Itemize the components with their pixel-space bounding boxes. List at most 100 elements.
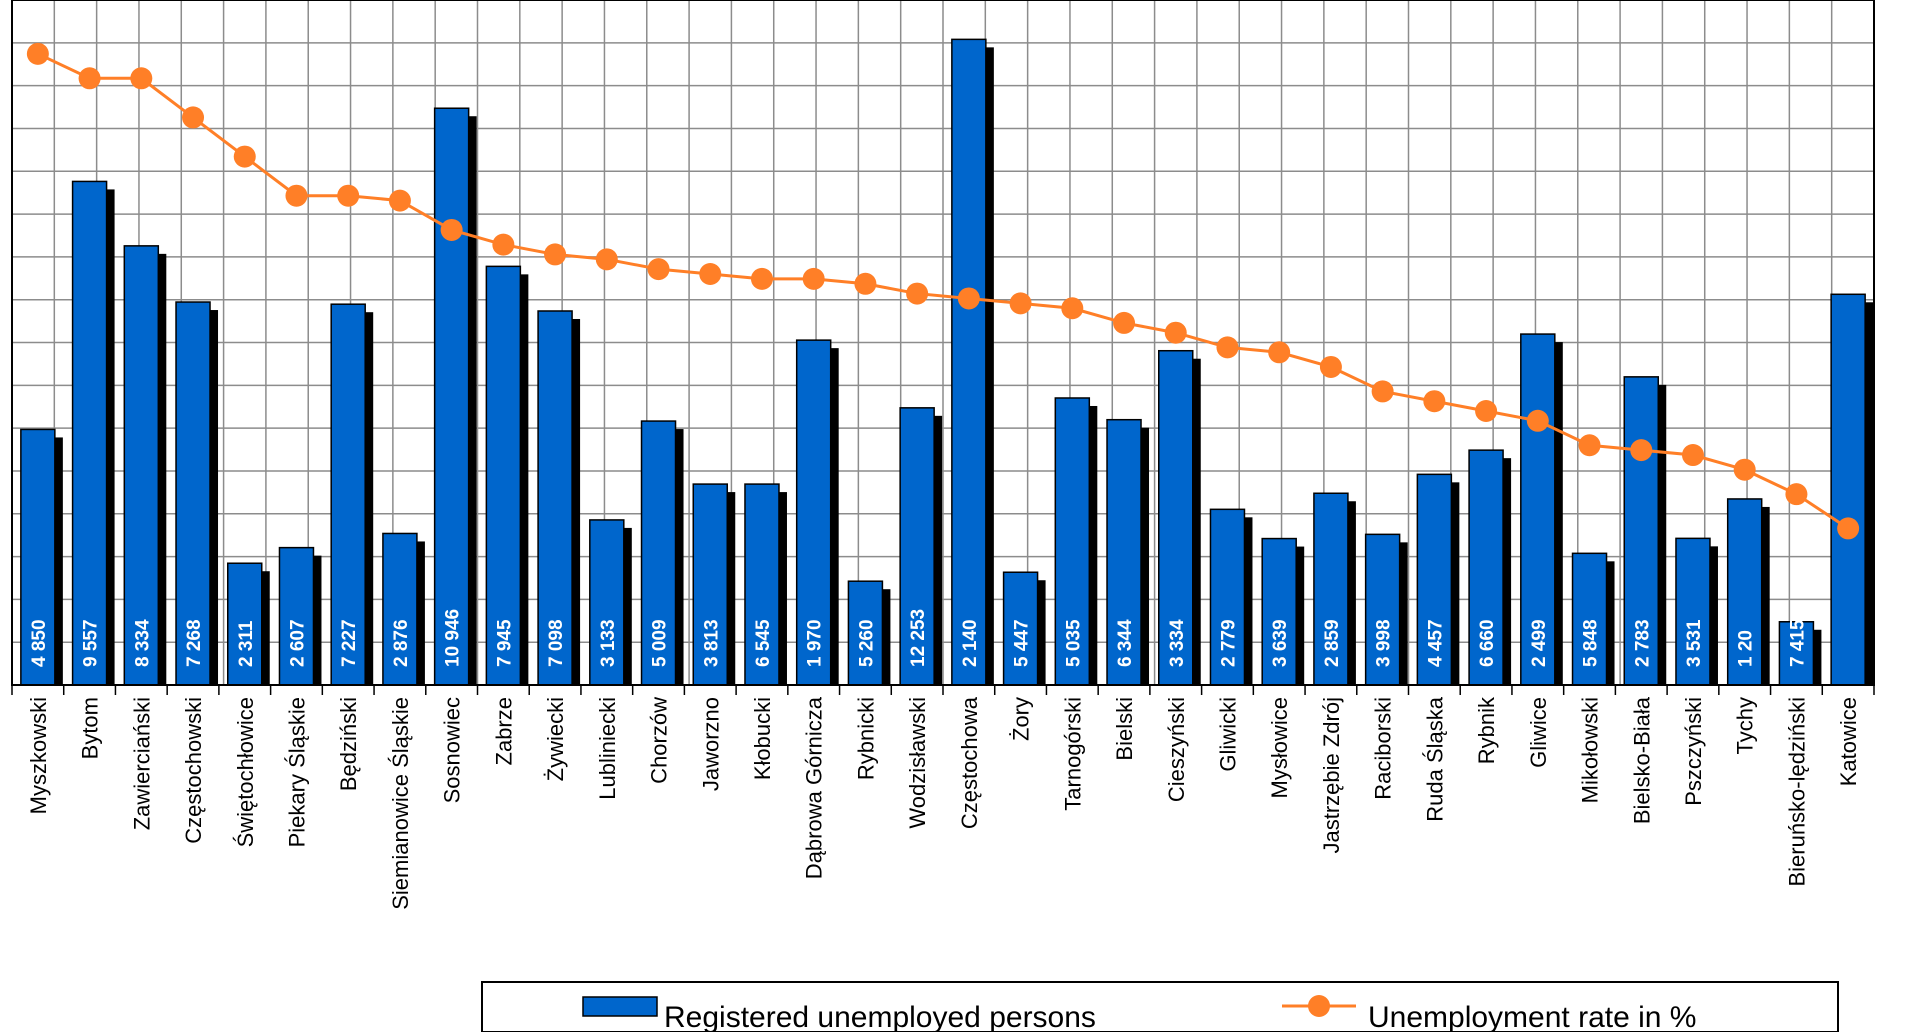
rate-point (1423, 390, 1446, 413)
legend-label-bar: Registered unemployed persons (664, 1001, 1096, 1032)
rate-point (906, 282, 929, 305)
category-label: Bieruńsko-lędziński (1784, 697, 1809, 887)
bar-value-label: 10 946 (443, 609, 464, 667)
bar (330, 303, 366, 686)
category-label: Żory (1009, 697, 1034, 741)
bar-value-label: 2 140 (960, 619, 981, 667)
rate-point (750, 267, 773, 290)
bar (1106, 418, 1142, 686)
bar-value-label: 6 344 (1115, 619, 1136, 667)
bar-value-label: 12 253 (908, 609, 929, 667)
bar-value-label: 3 531 (1684, 619, 1705, 667)
category-label: Wodzisławski (905, 697, 930, 829)
bar (1468, 449, 1504, 686)
category-label: Lubliniecki (595, 697, 620, 800)
category-label: Bytom (78, 697, 103, 759)
bar (1158, 349, 1194, 686)
rate-point (1164, 321, 1187, 344)
category-label: Katowice (1836, 697, 1861, 786)
bar-value-label: 1 970 (805, 619, 826, 667)
rate-point (1578, 434, 1601, 457)
bar (1261, 537, 1297, 686)
rate-point (233, 145, 256, 168)
bar-value-label: 2 859 (1322, 619, 1343, 667)
rate-point (957, 287, 980, 310)
bar (1830, 293, 1866, 686)
bar-value-label: 4 457 (1425, 619, 1446, 667)
bar-value-label: 2 876 (391, 619, 412, 667)
bar-value-label: 6 545 (753, 619, 774, 667)
category-label: Gliwice (1526, 697, 1551, 768)
rate-point (388, 189, 411, 212)
category-label: Pszczyński (1681, 697, 1706, 806)
rate-point (854, 272, 877, 295)
rate-point (647, 258, 670, 281)
rate-point (182, 106, 205, 129)
bar (1778, 621, 1815, 686)
rate-point (492, 233, 515, 256)
bar (175, 301, 211, 686)
rate-point (1009, 292, 1032, 315)
rate-point (544, 243, 567, 266)
x-axis-ticks (11, 685, 1875, 695)
rate-point (1630, 439, 1653, 462)
rate-line-series (26, 42, 1860, 540)
bar-value-label: 7 098 (546, 619, 567, 667)
bar-value-label: 3 133 (598, 619, 619, 667)
bar-value-label: 7 415 (1787, 619, 1808, 667)
rate-point (1268, 341, 1291, 364)
bar (1313, 492, 1349, 686)
rate-point (1319, 355, 1342, 378)
category-label: Jastrzębie Zdrój (1319, 697, 1344, 854)
bar (1209, 508, 1246, 686)
bar-value-label: 5 260 (856, 619, 877, 667)
rate-point (1733, 458, 1756, 481)
bar-value-labels: 4 850 9 557 8 334 7 268 2 311 2 607 7 227 2 876… (29, 609, 1809, 667)
bar-value-label: 5 035 (1063, 619, 1084, 667)
bar-value-label: 4 850 (29, 619, 50, 667)
bar (1726, 498, 1763, 686)
bar-value-label: 5 848 (1581, 619, 1602, 667)
category-label: Siemianowice Śląskie (388, 697, 413, 910)
category-label: Myszkowski (26, 697, 51, 814)
category-label: Chorzów (647, 697, 672, 784)
bar-value-label: 3 813 (701, 619, 722, 667)
bar (847, 580, 884, 686)
rate-point (1837, 517, 1860, 540)
rate-point (130, 67, 153, 90)
bar (1002, 571, 1039, 686)
rate-point (802, 267, 825, 290)
category-label: Sosnowiec (440, 697, 465, 803)
category-label: Żywiecki (543, 697, 568, 781)
bar-value-label: 9 557 (81, 619, 102, 667)
category-label: Ruda Śląska (1422, 696, 1447, 822)
bar (744, 483, 780, 686)
rate-point (1681, 444, 1704, 467)
rate-point (285, 184, 308, 207)
category-label: Zawierciański (129, 697, 154, 830)
bar (1520, 333, 1556, 686)
rate-point (1526, 409, 1549, 432)
bar (1623, 376, 1659, 686)
category-label: Cieszyński (1164, 697, 1189, 802)
bar-value-label: 8 334 (132, 619, 153, 667)
category-label: Tarnogórski (1060, 697, 1085, 811)
category-label: Mysłowice (1267, 697, 1292, 798)
category-label: Gliwicki (1215, 697, 1240, 772)
bar-value-label: 6 660 (1477, 619, 1498, 667)
legend: Registered unemployed persons Unemployme… (481, 981, 1839, 1032)
bar-value-label: 5 447 (1012, 619, 1033, 667)
rate-point (1061, 297, 1084, 320)
category-label: Częstochowa (957, 696, 982, 829)
bar (123, 245, 160, 686)
bar-value-label: 2 783 (1632, 619, 1653, 667)
rate-point (699, 263, 722, 285)
rate-point (595, 248, 618, 271)
bar-value-label: 3 998 (1374, 619, 1395, 667)
bar (1364, 533, 1401, 686)
category-label: Dąbrowa Górnicza (802, 696, 827, 879)
rate-point (1371, 380, 1394, 403)
category-label: Rybnik (1474, 696, 1499, 764)
legend-swatch-marker (1308, 995, 1330, 1017)
category-label: Będziński (336, 697, 361, 791)
